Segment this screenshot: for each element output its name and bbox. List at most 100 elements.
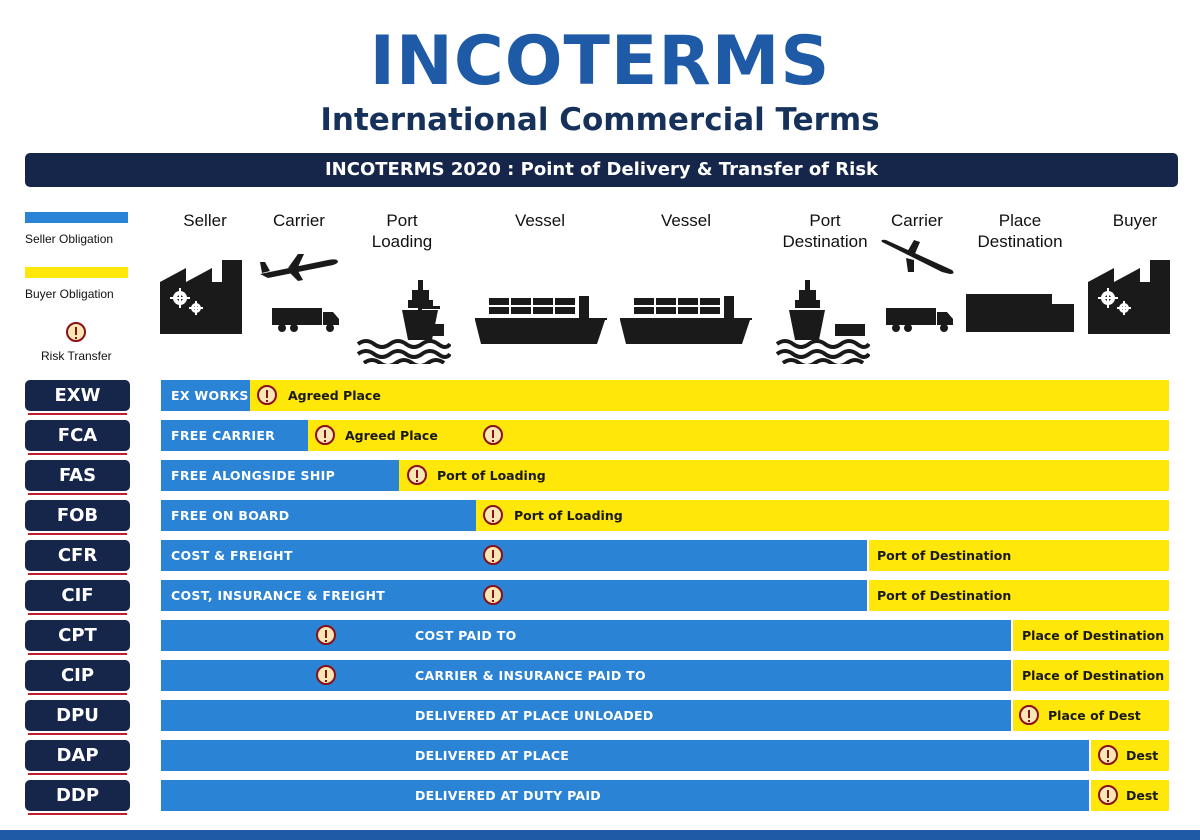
term-code-dpu: DPU [25, 700, 130, 735]
delivery-place: Place of Destination [1022, 668, 1165, 683]
ship-port-icon-destination [775, 280, 870, 364]
term-row-cip: CARRIER & INSURANCE PAID TO Place of Des… [161, 660, 1169, 691]
buyer-obligation-bar [1013, 620, 1169, 651]
term-code-dap: DAP [25, 740, 130, 775]
seller-obligation-bar [161, 700, 1011, 731]
section-banner: INCOTERMS 2020 : Point of Delivery & Tra… [25, 153, 1178, 187]
term-row-cif: COST, INSURANCE & FREIGHT Port of Destin… [161, 580, 1169, 611]
column-label-port-loading: Port Loading [371, 211, 433, 251]
risk-transfer-icon [1098, 785, 1118, 805]
term-name: DELIVERED AT DUTY PAID [415, 788, 601, 803]
seller-obligation-bar [161, 620, 1011, 651]
column-label-port-destination: Port Destination [782, 211, 868, 251]
column-label-carrier-2: Carrier [891, 211, 943, 230]
seller-obligation-bar [161, 780, 1089, 811]
delivery-place: Port of Loading [437, 468, 546, 483]
airplane-icon-2 [881, 239, 954, 274]
delivery-place: Agreed Place [345, 428, 438, 443]
delivery-place: Port of Destination [877, 548, 1012, 563]
risk-transfer-icon [1019, 705, 1039, 725]
risk-transfer-icon [316, 625, 336, 645]
term-row-ddp: DELIVERED AT DUTY PAID Dest [161, 780, 1169, 811]
risk-transfer-icon [316, 665, 336, 685]
legend-seller-label: Seller Obligation [25, 232, 114, 246]
term-code-cif: CIF [25, 580, 130, 615]
term-name: FREE ALONGSIDE SHIP [171, 468, 336, 483]
risk-transfer-icon [483, 585, 503, 605]
factory-icon [160, 260, 242, 334]
delivery-place: Port of Loading [514, 508, 623, 523]
column-label-vessel-2: Vessel [660, 211, 712, 230]
term-code-fob: FOB [25, 500, 130, 535]
buyer-obligation-bar [1013, 660, 1169, 691]
seller-obligation-bar [161, 500, 476, 531]
legend-seller-swatch [25, 212, 128, 223]
legend-buyer-swatch [25, 267, 128, 278]
container-vessel-icon [475, 296, 607, 344]
truck-icon-2 [886, 308, 953, 332]
term-code-fas: FAS [25, 460, 130, 495]
seller-obligation-bar [161, 460, 399, 491]
term-code-exw: EXW [25, 380, 130, 415]
buyer-obligation-bar [250, 380, 1169, 411]
term-code-cpt: CPT [25, 620, 130, 655]
legend-risk-label: Risk Transfer [41, 349, 112, 363]
seller-obligation-bar [161, 740, 1089, 771]
ship-port-icon [356, 280, 451, 364]
risk-transfer-icon [483, 545, 503, 565]
container-vessel-icon-2 [620, 296, 752, 344]
term-code-ddp: DDP [25, 780, 130, 815]
term-row-exw: EX WORKS Agreed Place [161, 380, 1169, 411]
column-label-seller: Seller [183, 211, 227, 230]
column-label-buyer: Buyer [1112, 211, 1158, 230]
warehouse-icon [966, 294, 1074, 332]
buyer-obligation-bar [869, 540, 1169, 571]
term-code-cfr: CFR [25, 540, 130, 575]
term-row-dpu: DELIVERED AT PLACE UNLOADED Place of Des… [161, 700, 1169, 731]
term-row-cpt: COST PAID TO Place of Destination [161, 620, 1169, 651]
delivery-place: Dest [1126, 788, 1159, 803]
column-label-carrier-1: Carrier [273, 211, 325, 230]
buyer-obligation-bar [476, 500, 1169, 531]
term-name: FREE ON BOARD [171, 508, 290, 523]
term-name: DELIVERED AT PLACE UNLOADED [415, 708, 654, 723]
term-name: CARRIER & INSURANCE PAID TO [415, 668, 646, 683]
term-row-fas: FREE ALONGSIDE SHIP Port of Loading [161, 460, 1169, 491]
term-row-fob: FREE ON BOARD Port of Loading [161, 500, 1169, 531]
seller-obligation-bar [161, 380, 250, 411]
risk-transfer-icon [66, 322, 86, 342]
term-code-cip: CIP [25, 660, 130, 695]
risk-transfer-icon [257, 385, 277, 405]
buyer-obligation-bar [308, 420, 1169, 451]
term-name: COST & FREIGHT [171, 548, 293, 563]
seller-obligation-bar [161, 540, 867, 571]
seller-obligation-bar [161, 580, 867, 611]
delivery-place: Port of Destination [877, 588, 1012, 603]
risk-transfer-icon [483, 505, 503, 525]
truck-icon [272, 308, 339, 332]
seller-obligation-bar [161, 420, 308, 451]
page-title: INCOTERMS [369, 22, 831, 101]
risk-transfer-icon [315, 425, 335, 445]
term-name: COST, INSURANCE & FREIGHT [171, 588, 386, 603]
term-name: COST PAID TO [415, 628, 517, 643]
term-code-fca: FCA [25, 420, 130, 455]
factory-icon-buyer [1088, 260, 1170, 334]
legend-buyer-label: Buyer Obligation [25, 287, 114, 301]
delivery-place: Place of Destination [1022, 628, 1165, 643]
risk-transfer-icon [407, 465, 427, 485]
buyer-obligation-bar [1013, 700, 1169, 731]
term-row-fca: FREE CARRIER Agreed Place [161, 420, 1169, 451]
airplane-icon [260, 254, 338, 281]
buyer-obligation-bar [869, 580, 1169, 611]
column-label-place-destination: Place Destination [977, 211, 1063, 251]
term-name: FREE CARRIER [171, 428, 276, 443]
risk-transfer-icon [1098, 745, 1118, 765]
delivery-place: Dest [1126, 748, 1159, 763]
term-name: EX WORKS [171, 388, 249, 403]
seller-obligation-bar [161, 660, 1011, 691]
term-name: DELIVERED AT PLACE [415, 748, 570, 763]
column-label-vessel-1: Vessel [514, 211, 566, 230]
buyer-obligation-bar [399, 460, 1169, 491]
delivery-place: Agreed Place [288, 388, 381, 403]
